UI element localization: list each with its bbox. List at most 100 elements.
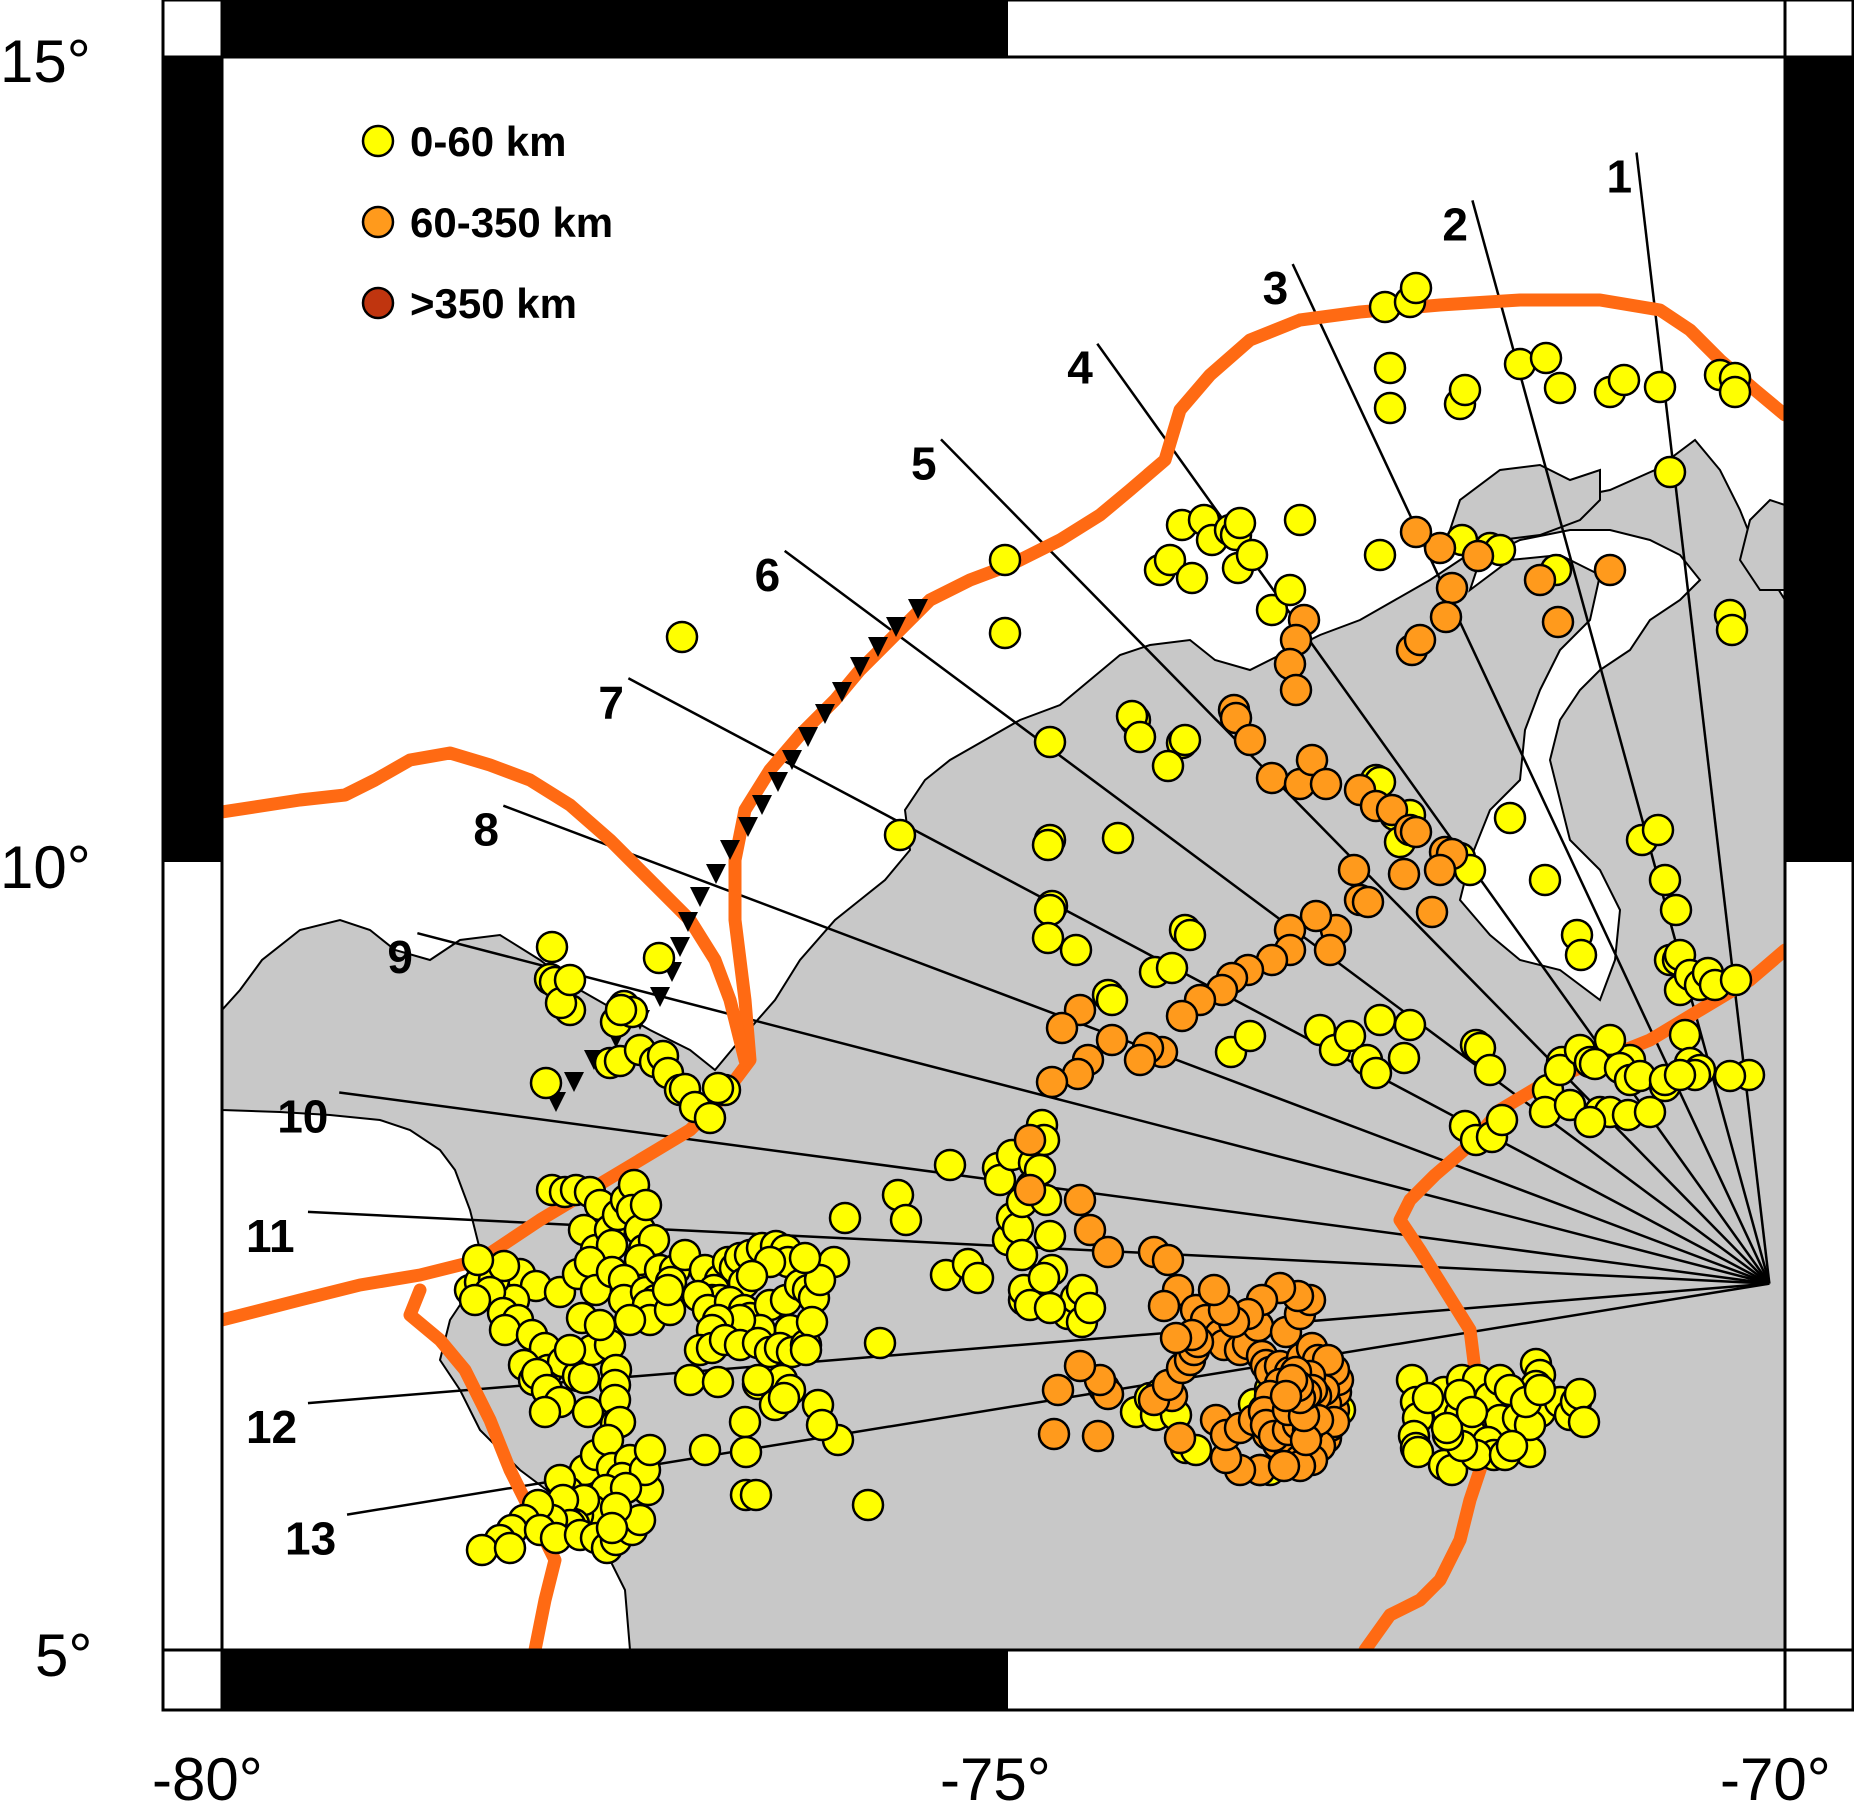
lat-label-10: 10° <box>0 834 91 901</box>
epicenter-intermediate <box>1399 515 1433 549</box>
profile-line-1 <box>1635 152 1771 1284</box>
epicenter-shallow <box>1073 1291 1107 1325</box>
epicenter-shallow <box>1033 893 1067 927</box>
epicenter-intermediate <box>1267 1449 1301 1483</box>
epicenter-shallow <box>1523 1373 1557 1407</box>
epicenter-shallow <box>1528 863 1562 897</box>
trench-triangle <box>564 1072 584 1092</box>
epicenter-shallow <box>1430 1411 1464 1445</box>
trench-triangle <box>706 864 726 884</box>
epicenter-shallow <box>1027 1261 1061 1295</box>
epicenter-intermediate <box>1387 857 1421 891</box>
trench-triangle <box>678 912 698 932</box>
epicenter-shallow <box>1363 1003 1397 1037</box>
epicenter-intermediate <box>1279 673 1313 707</box>
epicenter-shallow <box>728 1405 762 1439</box>
epicenter-shallow <box>673 1363 707 1397</box>
profile-line-9 <box>417 931 1770 1285</box>
epicenter-intermediate <box>1375 793 1409 827</box>
epicenter-shallow <box>828 1201 862 1235</box>
epicenter-intermediate <box>1063 1183 1097 1217</box>
epicenter-shallow <box>1529 341 1563 375</box>
epicenter-shallow <box>693 1101 727 1135</box>
epicenter-shallow <box>633 1433 667 1467</box>
epicenter-shallow <box>1273 573 1307 607</box>
lon-label-neg70: -70° <box>1720 1746 1831 1813</box>
profile-label-6: 6 <box>755 549 781 601</box>
epicenter-intermediate <box>1461 539 1495 573</box>
epicenter-shallow <box>651 1273 685 1307</box>
epicenter-intermediate <box>1313 933 1347 967</box>
epicenter-shallow <box>1493 801 1527 835</box>
epicenter-intermediate <box>1095 1023 1129 1057</box>
epicenter-shallow <box>863 1326 897 1360</box>
epicenter-intermediate <box>1299 899 1333 933</box>
epicenter-intermediate <box>1399 815 1433 849</box>
epicenter-shallow <box>553 963 587 997</box>
epicenter-shallow <box>1393 1008 1427 1042</box>
trench-triangle <box>886 617 906 637</box>
epicenter-shallow <box>1283 503 1317 537</box>
epicenter-shallow <box>883 818 917 852</box>
epicenter-shallow <box>1223 506 1257 540</box>
epicenter-shallow <box>1401 1435 1435 1469</box>
epicenter-shallow <box>642 941 676 975</box>
epicenter-shallow <box>488 1313 522 1347</box>
legend-label-intermediate: 60-350 km <box>410 199 613 246</box>
trench-triangle <box>768 772 788 792</box>
epicenter-shallow <box>1033 725 1067 759</box>
epicenter-shallow <box>1573 1105 1607 1139</box>
epicenter-intermediate <box>1593 553 1627 587</box>
plate-boundary-panama <box>222 746 752 1067</box>
epicenter-intermediate <box>1081 1419 1115 1453</box>
epicenter-shallow <box>1031 828 1065 862</box>
epicenter-shallow <box>739 1478 773 1512</box>
epicenter-intermediate <box>1035 1065 1069 1099</box>
epicenter-intermediate <box>1163 1421 1197 1455</box>
epicenter-intermediate <box>1147 1289 1181 1323</box>
epicenter-shallow <box>1713 1059 1747 1093</box>
profile-label-10: 10 <box>277 1090 328 1142</box>
epicenter-shallow <box>528 1395 562 1429</box>
epicenter-shallow <box>595 1511 629 1545</box>
epicenter-intermediate <box>1091 1235 1125 1269</box>
epicenter-shallow <box>1233 1019 1267 1053</box>
trench-triangle <box>850 657 870 677</box>
epicenter-shallow <box>805 1408 839 1442</box>
epicenter-intermediate <box>1013 1123 1047 1157</box>
paraguana-peninsula <box>1738 498 1785 591</box>
epicenter-shallow <box>735 1259 769 1293</box>
epicenter-shallow <box>1715 613 1749 647</box>
epicenter-shallow <box>1031 921 1065 955</box>
profile-label-13: 13 <box>285 1513 336 1565</box>
epicenter-intermediate <box>1041 1373 1075 1407</box>
profile-line-6 <box>783 549 1771 1285</box>
epicenter-shallow <box>529 1066 563 1100</box>
epicenter-shallow <box>889 1203 923 1237</box>
epicenter-shallow <box>583 1308 617 1342</box>
epicenter-shallow <box>1363 538 1397 572</box>
epicenter-intermediate <box>1337 853 1371 887</box>
epicenter-shallow <box>1663 1058 1697 1092</box>
epicenter-shallow <box>629 1188 663 1222</box>
epicenter-shallow <box>1485 1103 1519 1137</box>
epicenter-shallow <box>1101 821 1135 855</box>
epicenter-shallow <box>1155 951 1189 985</box>
epicenter-shallow <box>665 620 699 654</box>
legend-symbol-shallow <box>361 124 395 158</box>
epicenter-shallow <box>1153 543 1187 577</box>
epicenter-intermediate <box>1063 1349 1097 1383</box>
epicenter-shallow <box>1399 271 1433 305</box>
epicenter-shallow <box>613 1303 647 1337</box>
epicenter-shallow <box>1543 1053 1577 1087</box>
legend: 0-60 km 60-350 km >350 km <box>361 118 613 327</box>
epicenter-shallow <box>767 1381 801 1415</box>
epicenter-intermediate <box>1269 1379 1303 1413</box>
lon-label-neg80: -80° <box>152 1746 263 1813</box>
epicenter-intermediate <box>1423 853 1457 887</box>
epicenter-shallow <box>458 1283 492 1317</box>
trench-triangle <box>908 599 928 619</box>
epicenter-shallow <box>1033 1219 1067 1253</box>
trench-triangle <box>798 727 818 747</box>
epicenter-intermediate <box>1165 999 1199 1033</box>
